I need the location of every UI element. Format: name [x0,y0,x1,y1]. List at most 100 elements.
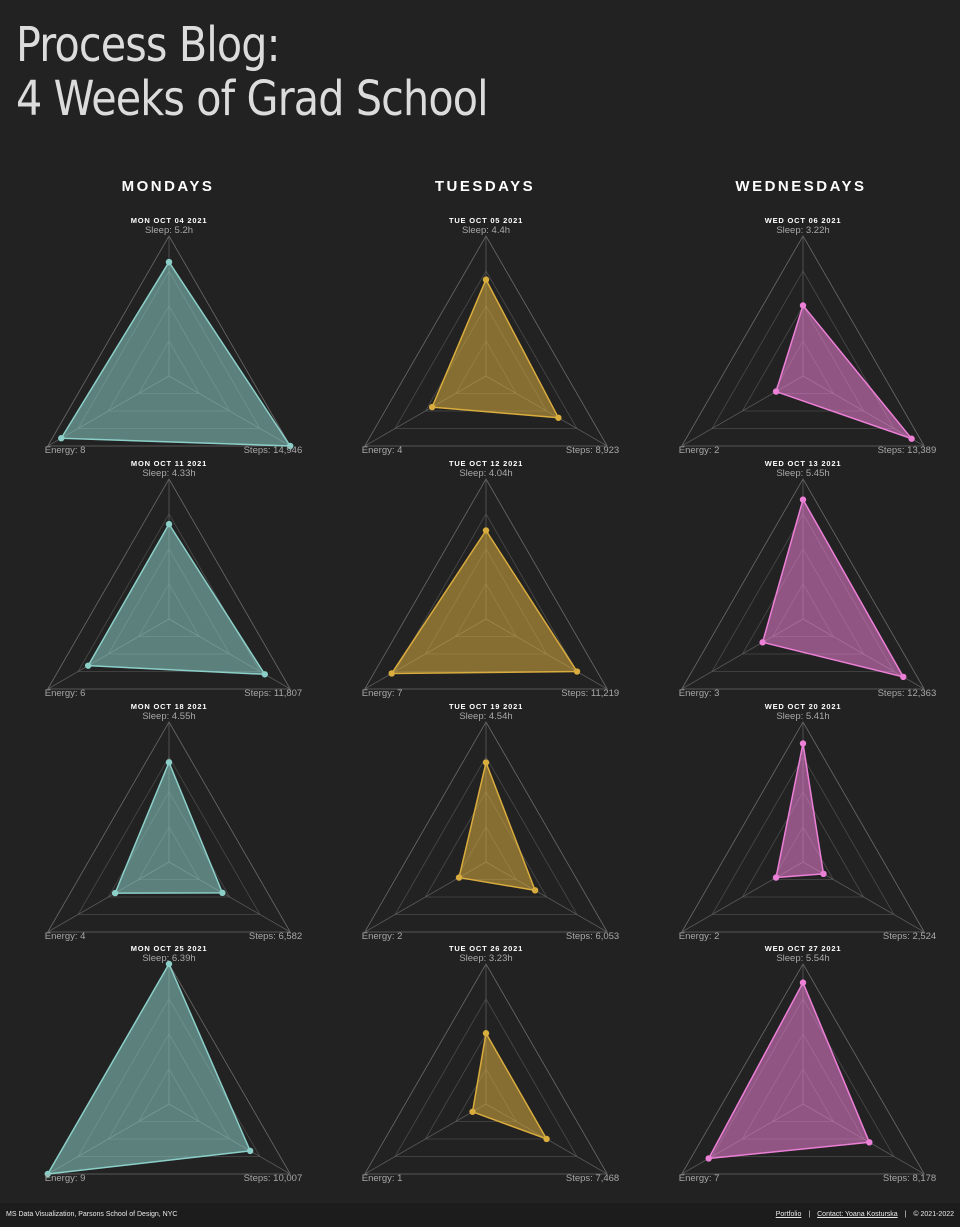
data-area [60,261,291,447]
data-point-energy [772,388,780,395]
chart-title: WED OCT 20 2021 [765,702,842,711]
data-point-steps [246,1147,254,1155]
data-area [47,963,251,1175]
grid-ring [681,963,925,1175]
grid-ring [741,791,865,898]
data-area [431,278,560,419]
data-point-energy [44,1170,51,1178]
data-point-steps [820,870,827,878]
grid-ring [77,756,261,915]
data-point-steps [287,442,294,450]
data-point-energy [705,1155,712,1162]
energy-label: Energy: 4 [45,931,86,942]
chart-title: TUE OCT 12 2021 [449,459,523,468]
steps-label: Steps: 2,524 [883,931,936,942]
sleep-label: Sleep: 3.23h [459,953,512,964]
energy-label: Energy: 1 [362,1173,403,1184]
data-point-steps [555,414,562,421]
chart-title: WED OCT 13 2021 [765,459,842,468]
data-point-sleep [799,302,807,309]
portfolio-link[interactable]: Portfolio [775,1211,802,1218]
energy-label: Energy: 2 [679,931,720,942]
chart-title: TUE OCT 26 2021 [449,944,523,953]
chart-title: WED OCT 06 2021 [765,216,842,225]
grid-ring [681,235,925,447]
data-point-sleep [482,276,490,283]
data-point-steps [900,673,907,681]
grid-ring [364,721,608,933]
data-point-sleep [799,496,807,503]
data-point-steps [866,1139,873,1146]
energy-label: Energy: 4 [362,445,403,456]
grid-ring [364,478,608,690]
data-point-sleep [482,1030,490,1037]
data-point-energy [759,639,766,646]
data-area [471,1032,548,1140]
sleep-label: Sleep: 5.45h [776,468,829,479]
data-area [775,742,825,879]
data-point-energy [58,435,65,442]
energy-label: Energy: 8 [45,445,86,456]
data-point-sleep [165,258,173,266]
grid-ring [364,963,608,1175]
steps-label: Steps: 8,923 [566,445,619,456]
data-point-sleep [165,759,173,766]
sleep-label: Sleep: 4.54h [459,711,512,722]
data-point-steps [543,1135,550,1143]
data-point-steps [531,887,539,894]
page-title-line-1: Process Blog: [16,17,281,73]
data-point-energy [111,889,119,897]
grid-ring [681,478,925,690]
energy-label: Energy: 7 [679,1173,720,1184]
data-area [775,304,913,440]
footer-credit: MS Data Visualization, Parsons School of… [6,1211,178,1218]
steps-label: Steps: 12,363 [878,688,937,699]
data-area [458,761,536,892]
data-point-energy [469,1108,476,1115]
energy-label: Energy: 3 [679,688,720,699]
grid-ring [711,756,895,915]
energy-label: Energy: 2 [362,931,403,942]
grid-ring [47,235,291,447]
grid-ring [47,721,291,933]
data-point-sleep [799,740,807,747]
chart-title: TUE OCT 05 2021 [449,216,523,225]
sleep-label: Sleep: 4.55h [142,711,195,722]
sleep-label: Sleep: 5.2h [145,225,193,236]
energy-label: Energy: 6 [45,688,86,699]
grid-spoke [364,1103,487,1175]
data-point-sleep [165,520,173,528]
data-point-steps [219,889,226,897]
steps-label: Steps: 14,946 [244,445,303,456]
grid-ring [711,270,895,429]
sleep-label: Sleep: 5.54h [776,953,829,964]
chart-title: MON OCT 04 2021 [131,216,208,225]
sleep-label: Sleep: 4.4h [462,225,510,236]
grid-ring [681,721,925,933]
data-point-sleep [482,527,490,534]
energy-label: Energy: 7 [362,688,403,699]
grid-ring [364,235,608,447]
steps-label: Steps: 6,582 [249,931,302,942]
data-point-steps [573,668,581,675]
copyright-text: © 2021-2022 [913,1211,954,1218]
data-point-energy [455,874,463,881]
page-title: Process Blog: 4 Weeks of Grad School [16,17,489,126]
contact-link[interactable]: Contact: Yoana Kosturska [817,1211,898,1218]
grid-ring [47,478,291,690]
steps-label: Steps: 7,468 [566,1173,619,1184]
grid-ring [394,756,578,915]
column-heading-tuesdays: TUESDAYS [434,178,536,195]
data-point-energy [428,403,436,411]
footer-separator: | [904,1211,907,1218]
chart-title: TUE OCT 19 2021 [449,702,523,711]
